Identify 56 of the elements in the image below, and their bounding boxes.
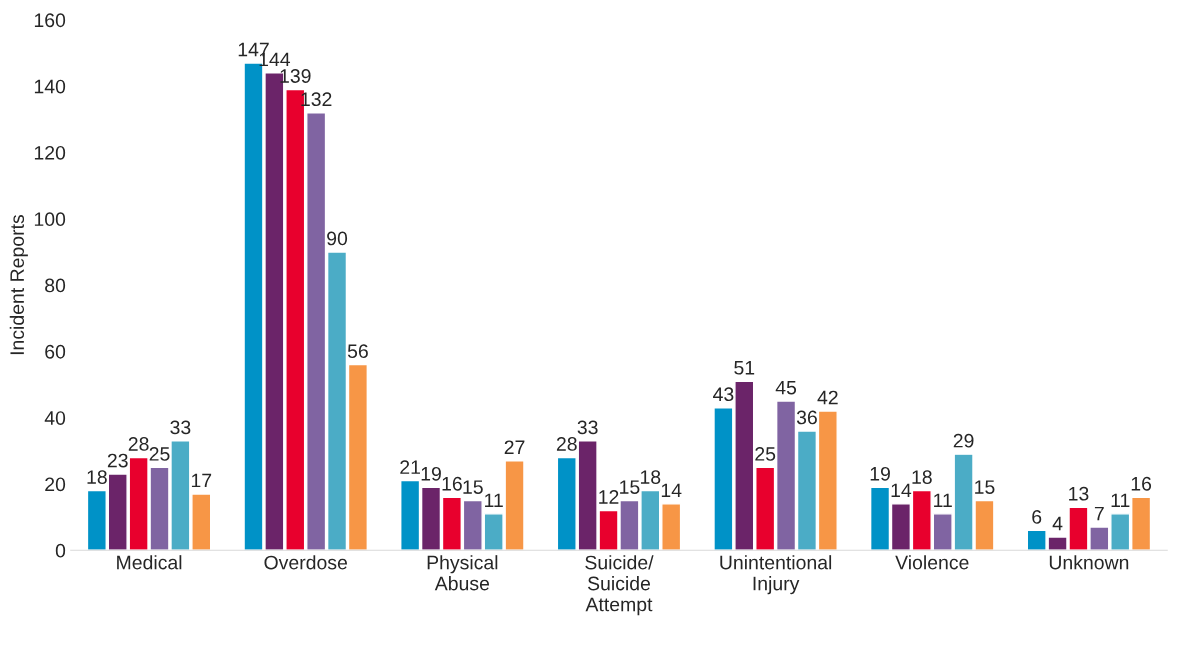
x-tick-label: Medical [117, 555, 182, 570]
data-label: 11 [934, 493, 952, 508]
data-label: 12 [599, 490, 619, 504]
x-tick-label: Suicide/ Suicide Attempt [585, 555, 654, 616]
data-label: 11 [1111, 493, 1130, 508]
x-tick-label: Overdose [264, 555, 347, 570]
data-label: 19 [421, 466, 441, 481]
data-label: 16 [442, 476, 462, 491]
y-tick-label: 60 [45, 344, 66, 359]
data-label: 29 [953, 433, 974, 448]
data-label: 16 [1131, 476, 1152, 491]
data-label: 17 [191, 473, 212, 488]
data-label: 18 [87, 470, 107, 484]
y-tick-label: 80 [45, 278, 66, 293]
data-label: 18 [640, 470, 661, 484]
data-label: 18 [912, 470, 932, 484]
data-label: 11 [485, 493, 503, 508]
y-tick-label: 100 [34, 212, 66, 227]
data-label: 27 [504, 440, 525, 454]
data-label: 7 [1094, 506, 1104, 521]
x-tick-label: Physical Abuse [427, 555, 498, 591]
data-label: 43 [713, 387, 734, 402]
y-tick-label: 0 [55, 543, 66, 558]
y-axis-title: Incident Reports [9, 214, 28, 355]
data-label: 15 [463, 480, 483, 494]
data-label: 28 [128, 437, 149, 451]
y-tick-label: 160 [34, 13, 66, 28]
data-label: 90 [327, 231, 348, 246]
x-tick-label: Violence [895, 555, 969, 570]
data-label: 45 [775, 380, 797, 395]
data-label: 36 [796, 410, 817, 425]
data-label: 33 [577, 420, 598, 435]
data-label: 28 [556, 437, 577, 451]
data-label: 15 [975, 480, 995, 494]
data-label: 19 [870, 466, 890, 481]
data-label: 139 [280, 69, 311, 83]
data-label: 33 [170, 420, 191, 435]
y-tick-label: 20 [45, 477, 66, 492]
data-label: 6 [1032, 510, 1042, 524]
x-tick-label: Unintentional Injury [720, 555, 832, 595]
y-tick-label: 40 [44, 411, 66, 425]
data-label: 15 [620, 480, 640, 494]
data-label: 14 [661, 483, 682, 498]
data-label: 23 [107, 453, 128, 468]
data-label: 25 [755, 447, 776, 461]
data-label: 51 [734, 361, 755, 375]
data-label: 4 [1052, 516, 1063, 531]
data-label: 14 [891, 483, 912, 498]
data-label: 13 [1069, 486, 1089, 501]
y-tick-label: 120 [34, 145, 66, 160]
y-tick-label: 140 [34, 79, 66, 94]
data-label: 21 [400, 460, 420, 474]
data-label: 42 [817, 390, 838, 405]
x-tick-label: Unknown [1049, 555, 1129, 570]
data-label: 25 [149, 447, 170, 461]
data-label: 56 [347, 344, 368, 359]
